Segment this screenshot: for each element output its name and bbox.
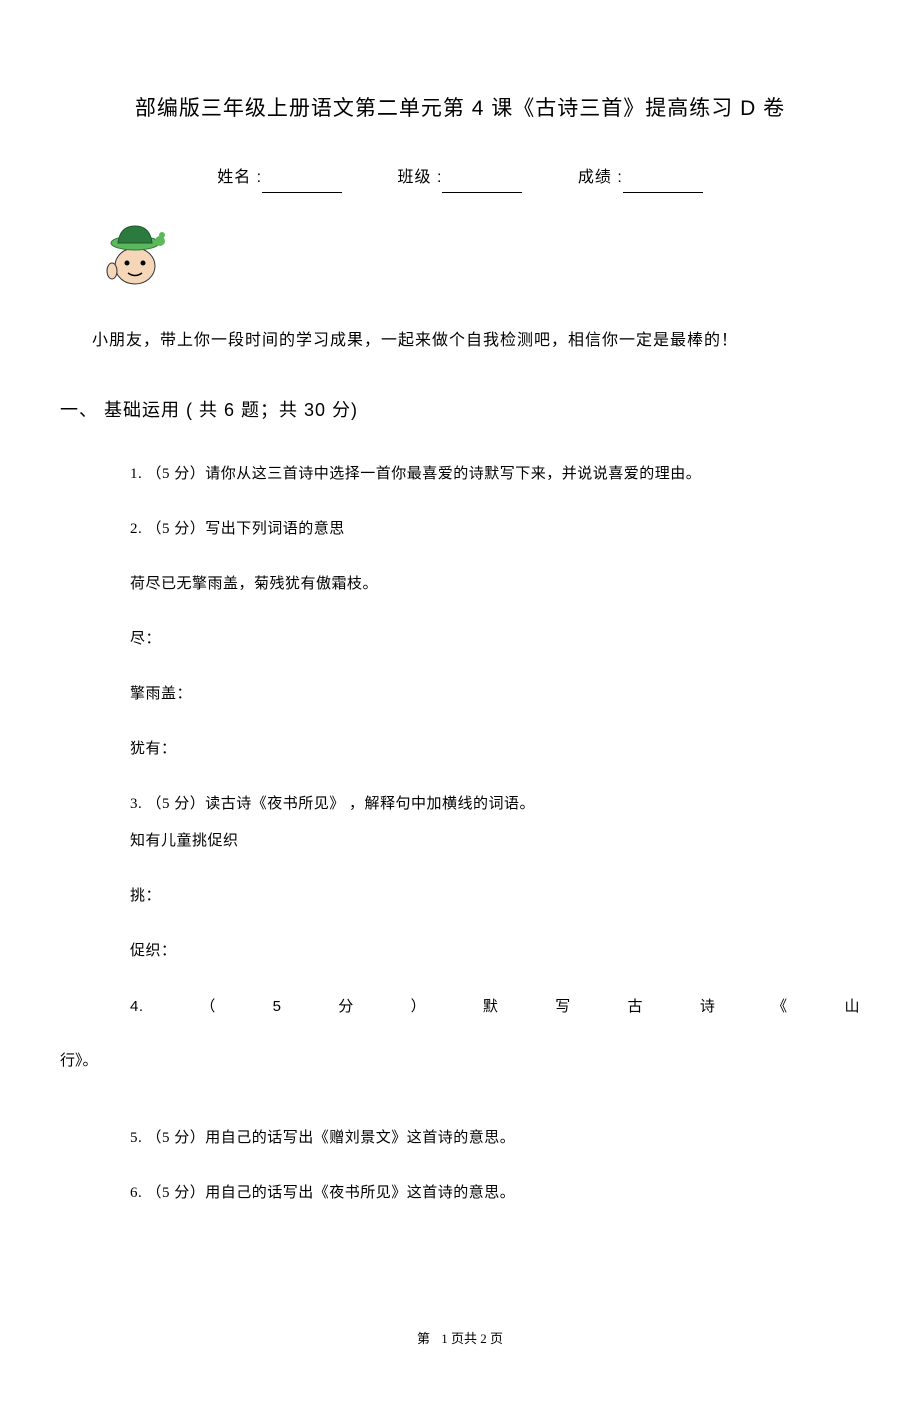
question-2-text: 2. （5 分）写出下列词语的意思 [130, 516, 860, 543]
question-3-word-2: 促织： [130, 938, 860, 965]
score-blank [623, 192, 703, 193]
section-1-heading: 一、 基础运用 ( 共 6 题；共 30 分) [60, 394, 860, 426]
question-4-char: 诗 [700, 993, 716, 1020]
class-blank [442, 192, 522, 193]
question-4-char: 山 [844, 993, 860, 1020]
intro-text: 小朋友，带上你一段时间的学习成果，一起来做个自我检测吧，相信你一定是最棒的！ [60, 327, 860, 356]
page-footer: 第 1 页共 2 页 [60, 1327, 860, 1350]
footer-page-numbers: 1 页共 2 页 [441, 1331, 503, 1346]
question-5-text: 5. （5 分）用自己的话写出《赠刘景文》这首诗的意思。 [130, 1125, 860, 1152]
question-4-char: 分 [338, 993, 354, 1020]
question-4-char: 4. [130, 993, 144, 1020]
question-2-word-1: 尽： [130, 626, 860, 653]
question-4-char: （ [200, 993, 216, 1020]
question-3-text: 3. （5 分）读古诗《夜书所见》 ，解释句中加横线的词语。 [130, 791, 860, 818]
mascot-row [60, 213, 860, 302]
question-1: 1. （5 分）请你从这三首诗中选择一首你最喜爱的诗默写下来，并说说喜爱的理由。 [130, 461, 860, 488]
question-4-line1: 4. （ 5 分 ） 默 写 古 诗 《 山 [130, 993, 860, 1020]
question-2-poem: 荷尽已无擎雨盖，菊残犹有傲霜枝。 [130, 571, 860, 598]
mascot-icon [100, 221, 170, 291]
name-label: 姓名 : [217, 164, 262, 193]
question-1-text: 1. （5 分）请你从这三首诗中选择一首你最喜爱的诗默写下来，并说说喜爱的理由。 [130, 461, 860, 488]
question-2: 2. （5 分）写出下列词语的意思 荷尽已无擎雨盖，菊残犹有傲霜枝。 尽： 擎雨… [130, 516, 860, 763]
question-4: 4. （ 5 分 ） 默 写 古 诗 《 山 [130, 993, 860, 1020]
footer-prefix: 第 [417, 1331, 434, 1346]
question-2-word-3: 犹有： [130, 736, 860, 763]
question-4-char: 古 [628, 993, 644, 1020]
question-4-char: 默 [483, 993, 499, 1020]
question-2-word-2: 擎雨盖： [130, 681, 860, 708]
question-3-poem: 知有儿童挑促织 [130, 828, 860, 855]
question-3-word-1: 挑： [130, 883, 860, 910]
question-4-char: 《 [772, 993, 788, 1020]
name-blank [262, 192, 342, 193]
question-5: 5. （5 分）用自己的话写出《赠刘景文》这首诗的意思。 [130, 1125, 860, 1152]
question-6-text: 6. （5 分）用自己的话写出《夜书所见》这首诗的意思。 [130, 1180, 860, 1207]
question-4-tail: 行》。 [60, 1048, 860, 1075]
question-4-char: 5 [273, 993, 282, 1020]
score-label: 成绩 : [578, 164, 623, 193]
question-4-char: 写 [555, 993, 571, 1020]
question-6: 6. （5 分）用自己的话写出《夜书所见》这首诗的意思。 [130, 1180, 860, 1207]
class-label: 班级 : [398, 164, 443, 193]
question-4-char: ） [411, 993, 427, 1020]
student-info-line: 姓名 : 班级 : 成绩 : [60, 164, 860, 193]
question-3: 3. （5 分）读古诗《夜书所见》 ，解释句中加横线的词语。 知有儿童挑促织 挑… [130, 791, 860, 965]
page-title: 部编版三年级上册语文第二单元第 4 课《古诗三首》提高练习 D 卷 [60, 90, 860, 128]
